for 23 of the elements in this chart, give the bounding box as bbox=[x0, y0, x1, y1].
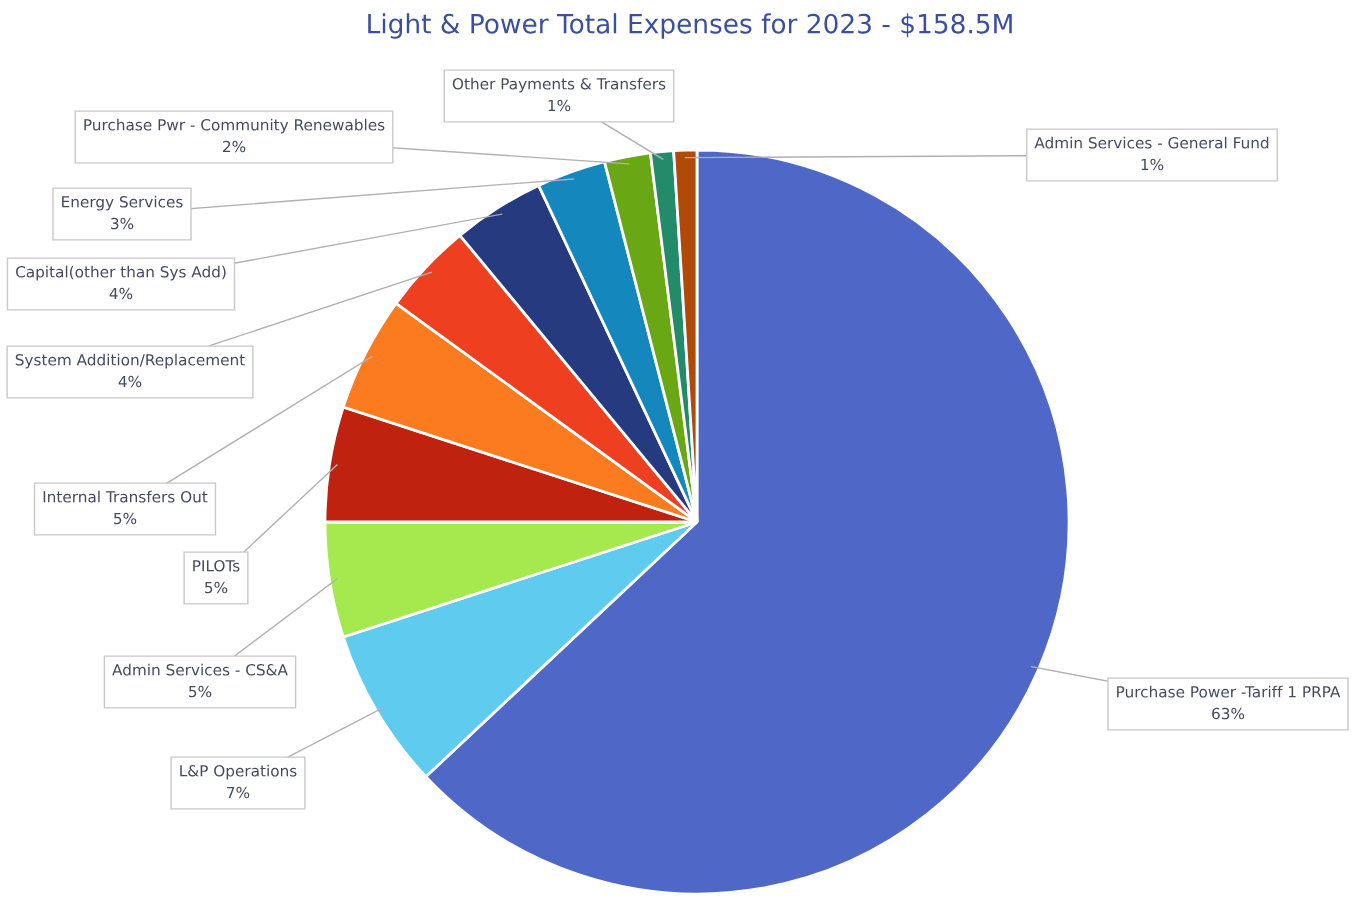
slice-label: System Addition/Replacement bbox=[15, 353, 245, 369]
slice-label: Capital(other than Sys Add) bbox=[15, 265, 226, 281]
chart-title: Light & Power Total Expenses for 2023 - $158.5M bbox=[368, 13, 1012, 39]
data-label: 5% bbox=[205, 581, 228, 594]
data-label: 2% bbox=[223, 140, 246, 153]
data-label: 4% bbox=[118, 375, 142, 388]
slice-label: Purchase Power -Tariff 1 PRPA bbox=[1117, 685, 1341, 698]
data-label: 3% bbox=[111, 217, 134, 230]
slice-label: L&P Operations bbox=[180, 764, 297, 780]
data-label: 1% bbox=[1141, 158, 1164, 171]
slice-label: Admin Services - CS&A bbox=[112, 663, 288, 676]
data-label: 7% bbox=[227, 786, 250, 799]
data-label: 1% bbox=[548, 99, 571, 112]
slice-label: Purchase Pwr - Community Renewables bbox=[84, 118, 385, 134]
slice-label: Other Payments & Transfers bbox=[452, 77, 666, 93]
slice-label: Admin Services - General Fund bbox=[1034, 136, 1269, 149]
slice-label: Energy Services bbox=[62, 195, 183, 211]
slice-label: PILOTs bbox=[193, 560, 240, 572]
data-label: 63% bbox=[1212, 707, 1245, 720]
data-label: 4% bbox=[109, 287, 133, 300]
data-label: 5% bbox=[114, 512, 137, 525]
data-label: 5% bbox=[189, 685, 212, 698]
slice-label: Internal Transfers Out bbox=[43, 490, 208, 503]
